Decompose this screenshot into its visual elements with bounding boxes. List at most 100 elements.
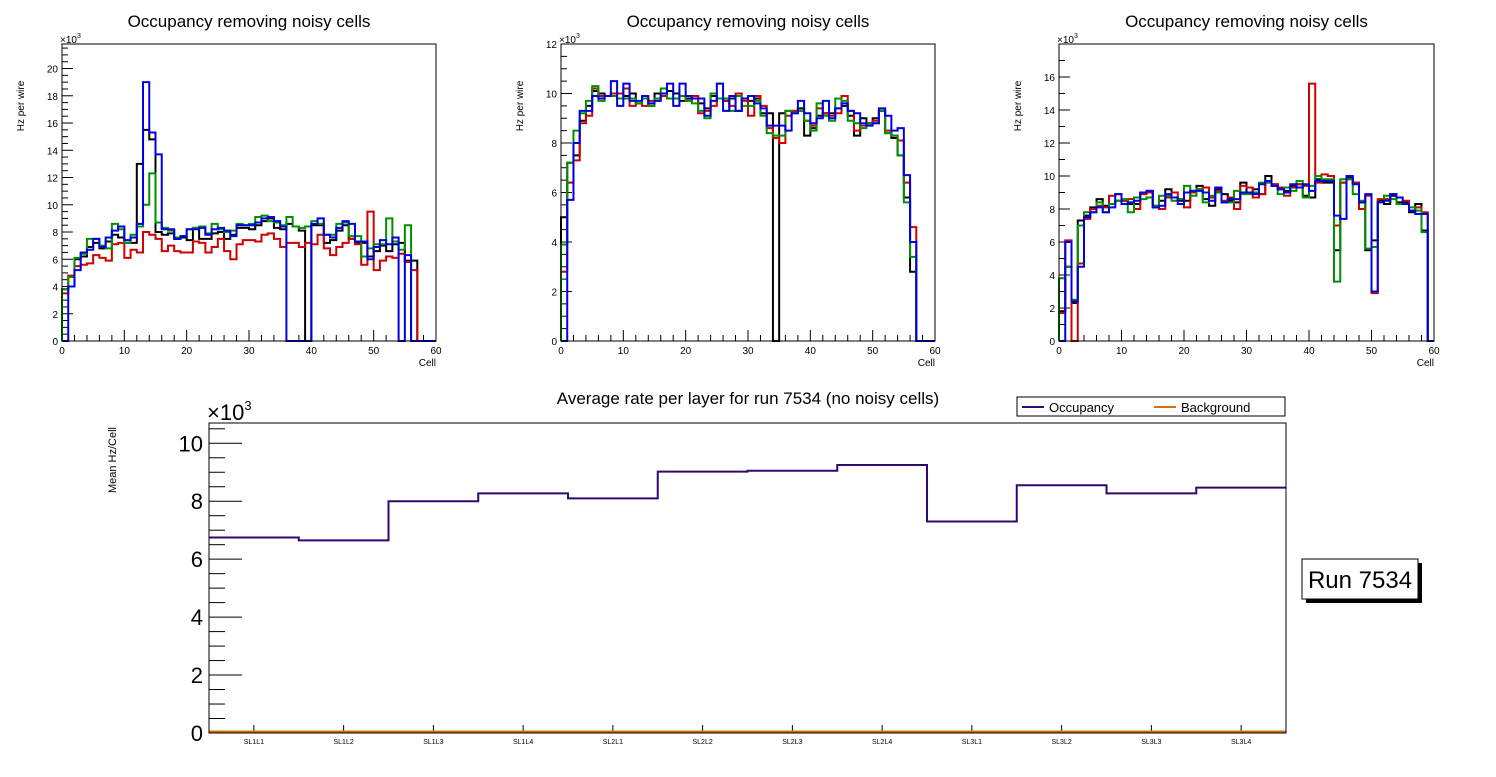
- y-multiplier-exponent: 3: [244, 398, 251, 413]
- x-axis-label: Cell: [1417, 358, 1434, 369]
- series-line-blue: [561, 80, 935, 342]
- y-tick-label: 0: [551, 337, 557, 348]
- x-tick-label: 40: [805, 346, 817, 357]
- y-tick-label: 4: [1049, 271, 1055, 282]
- annotation-text: Run 7534: [1308, 567, 1412, 594]
- y-tick-label: 4: [191, 605, 203, 630]
- x-tick-label: 20: [1178, 346, 1190, 357]
- histogram-panel-2: Occupancy removing noisy cells Hz per wir…: [515, 12, 941, 369]
- x-tick-label: 20: [181, 346, 193, 357]
- y-multiplier-exponent: 3: [1074, 33, 1078, 40]
- y-multiplier: ×103: [60, 33, 81, 46]
- y-tick-label: 14: [1044, 106, 1056, 117]
- y-tick-label: 8: [1049, 205, 1055, 216]
- x-tick-label: SL3L4: [1231, 739, 1251, 746]
- x-tick-label: 50: [368, 346, 380, 357]
- y-tick-label: 8: [551, 139, 557, 150]
- x-tick-label: 0: [558, 346, 564, 357]
- y-multiplier-base: ×10: [1057, 35, 1074, 46]
- y-tick-label: 0: [52, 337, 58, 348]
- x-tick-label: SL3L2: [1052, 739, 1072, 746]
- annotation-box: [1301, 558, 1419, 600]
- x-tick-label: 0: [1056, 346, 1062, 357]
- run-annotation: Run 7534: [1301, 558, 1422, 603]
- y-tick-label: 6: [551, 189, 557, 200]
- y-tick-label: 4: [551, 238, 557, 249]
- y-multiplier: ×103: [559, 33, 580, 46]
- x-tick-label: 10: [1116, 346, 1128, 357]
- series-line-black: [61, 128, 436, 342]
- y-axis-label: Hz per wire: [515, 80, 526, 131]
- histogram-panel-1: Occupancy removing noisy cells Hz per wir…: [16, 12, 442, 369]
- x-tick-label: SL2L3: [782, 739, 802, 746]
- y-multiplier: ×103: [207, 398, 252, 425]
- x-tick-label: SL1L1: [244, 739, 264, 746]
- x-tick-label: 0: [59, 346, 65, 357]
- histogram-panel-3: Occupancy removing noisy cells Hz per wir…: [1013, 12, 1440, 369]
- x-tick-label: SL1L3: [423, 739, 443, 746]
- x-tick-label: 50: [1366, 346, 1378, 357]
- y-tick-label: 2: [1049, 304, 1055, 315]
- x-tick-label: 30: [742, 346, 754, 357]
- x-tick-label: 40: [1303, 346, 1315, 357]
- y-tick-label: 6: [1049, 238, 1055, 249]
- y-multiplier-exponent: 3: [77, 33, 81, 40]
- legend-label: Background: [1181, 400, 1250, 415]
- chart-title: Occupancy removing noisy cells: [1125, 12, 1368, 31]
- x-tick-label: SL2L1: [603, 739, 623, 746]
- y-tick-label: 0: [1049, 337, 1055, 348]
- y-tick-label: 0: [191, 721, 203, 746]
- legend: Occupancy Background: [1016, 396, 1286, 417]
- x-tick-label: SL1L2: [334, 739, 354, 746]
- y-tick-label: 6: [52, 255, 58, 266]
- chart-title: Occupancy removing noisy cells: [627, 12, 870, 31]
- y-axis-label: Mean Hz/Cell: [107, 427, 119, 493]
- y-multiplier-base: ×10: [559, 35, 576, 46]
- series-line-blue: [62, 81, 436, 342]
- chart-title: Average rate per layer for run 7534 (no …: [557, 389, 939, 408]
- x-tick-label: 40: [306, 346, 318, 357]
- y-tick-label: 10: [546, 90, 558, 101]
- x-tick-label: SL2L4: [872, 739, 892, 746]
- x-tick-label: SL1L4: [513, 739, 533, 746]
- y-tick-label: 12: [546, 40, 558, 51]
- y-tick-label: 2: [191, 663, 203, 688]
- y-tick-label: 10: [47, 201, 59, 212]
- y-multiplier-base: ×10: [207, 400, 244, 425]
- x-tick-label: 20: [680, 346, 692, 357]
- plot-frame: [208, 422, 1287, 734]
- y-tick-label: 14: [47, 146, 59, 157]
- y-multiplier: ×103: [1057, 33, 1078, 46]
- series-line-black: [560, 90, 935, 342]
- legend-box: [1016, 396, 1286, 417]
- series-line-green: [61, 172, 436, 342]
- legend-label: Occupancy: [1049, 400, 1115, 415]
- x-tick-label: 10: [618, 346, 630, 357]
- x-axis-label: Cell: [918, 358, 935, 369]
- series-line-green: [560, 85, 935, 342]
- y-multiplier-exponent: 3: [576, 33, 580, 40]
- y-multiplier-base: ×10: [60, 35, 77, 46]
- series-line-red: [61, 210, 436, 342]
- x-tick-label: SL3L3: [1141, 739, 1161, 746]
- y-tick-label: 16: [1044, 73, 1056, 84]
- series-line-blue: [1059, 175, 1434, 342]
- y-axis-label: Hz per wire: [1013, 80, 1024, 131]
- plot-frame: [61, 43, 437, 342]
- x-tick-label: 60: [430, 346, 442, 357]
- y-tick-label: 8: [52, 228, 58, 239]
- chart-title: Occupancy removing noisy cells: [128, 12, 371, 31]
- y-tick-label: 12: [47, 174, 59, 185]
- series-line-occupancy: [209, 464, 1286, 542]
- plot-frame: [1058, 43, 1435, 342]
- x-tick-label: 60: [1428, 346, 1440, 357]
- series-line-red: [560, 87, 935, 342]
- y-tick-label: 18: [47, 92, 59, 103]
- y-tick-label: 6: [191, 547, 203, 572]
- plot-frame: [560, 43, 936, 342]
- layer-rate-panel: Average rate per layer for run 7534 (no …: [107, 389, 1422, 746]
- y-tick-label: 10: [179, 431, 203, 456]
- x-axis-label: Cell: [419, 358, 436, 369]
- x-tick-label: 10: [119, 346, 131, 357]
